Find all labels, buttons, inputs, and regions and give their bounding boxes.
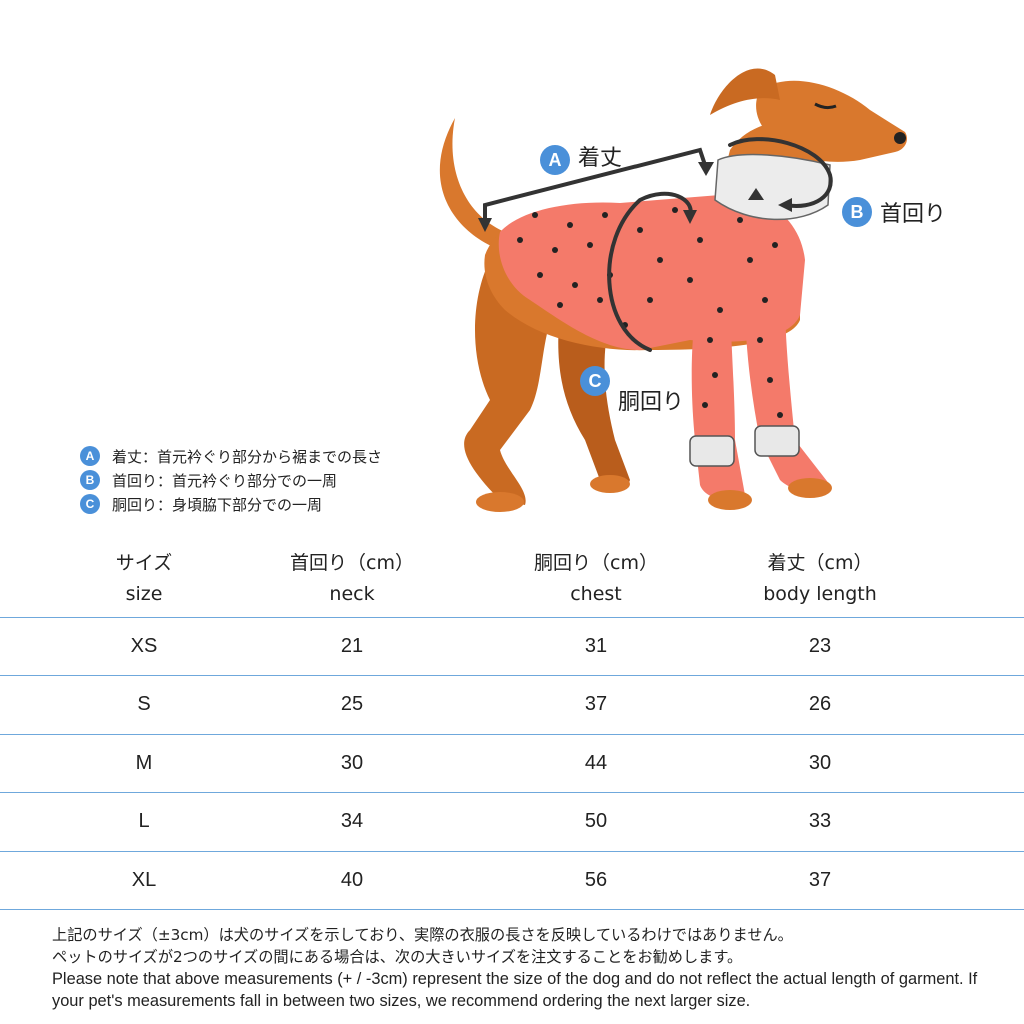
cell-length: 26 <box>808 693 832 716</box>
cell-length: 33 <box>808 810 832 833</box>
legend: A 着丈：首元衿ぐり部分から裾までの長さ B 首回り：首元衿ぐり部分での一周 C… <box>80 444 382 516</box>
neck-arrow <box>728 137 833 208</box>
dog-cuff <box>689 435 735 467</box>
note-jp-1: 上記のサイズ（±3cm）は犬のサイズを示しており、実際の衣服の長さを反映している… <box>52 926 793 944</box>
header-length: 着丈（cm） body length <box>763 552 877 605</box>
dog-paw-3 <box>708 490 752 510</box>
header-size: サイズ size <box>115 552 173 605</box>
cell-size: S <box>137 693 151 716</box>
callout-a-badge: A <box>540 145 570 175</box>
dog-back-leg-2 <box>558 310 630 492</box>
note-en: Please note that above measurements (+ /… <box>52 970 978 1010</box>
table-row: L 34 50 33 <box>0 792 1024 850</box>
header-chest: 胴回り（cm） chest <box>534 552 658 605</box>
cell-chest: 50 <box>584 810 608 833</box>
dog-eye <box>814 102 837 110</box>
cell-neck: 30 <box>340 751 364 774</box>
length-arrow <box>483 147 708 224</box>
table-row: M 30 44 30 <box>0 733 1024 792</box>
cell-neck: 25 <box>340 693 364 716</box>
legend-badge-b: B <box>80 470 100 490</box>
dog-cuff-2 <box>754 425 800 457</box>
cell-length: 30 <box>808 751 832 774</box>
cell-chest: 56 <box>584 868 608 891</box>
dog-nose <box>894 132 906 144</box>
cell-neck: 34 <box>340 810 364 833</box>
legend-item-a: A 着丈：首元衿ぐり部分から裾までの長さ <box>80 444 382 468</box>
cell-size: XS <box>130 635 158 657</box>
cell-length: 23 <box>808 635 832 657</box>
dog-paw-4 <box>788 478 832 498</box>
dog-ear <box>710 68 780 115</box>
callout-b-label: 首回り <box>880 202 947 227</box>
measure-arrows <box>483 137 833 352</box>
cell-size: M <box>135 751 153 774</box>
chest-arrow <box>607 191 693 352</box>
size-notes: 上記のサイズ（±3cm）は犬のサイズを示しており、実際の衣服の長さを反映している… <box>52 924 1012 1012</box>
cell-length: 37 <box>808 868 832 891</box>
callout-c-label: 胴回り <box>618 390 685 415</box>
legend-badge-c: C <box>80 494 100 514</box>
dog-paw <box>476 492 524 512</box>
cell-size: XL <box>131 868 157 891</box>
cell-chest: 37 <box>584 693 608 716</box>
header-neck: 首回り（cm） neck <box>290 552 414 605</box>
legend-text-b: 首回り：首元衿ぐり部分での一周 <box>112 471 338 490</box>
size-table-header: サイズ size 首回り（cm） neck 胴回り（cm） chest 着丈（cm） b… <box>0 548 1024 616</box>
legend-text-a: 着丈：首元衿ぐり部分から裾までの長さ <box>112 447 383 466</box>
note-jp-2: ペットのサイズが2つのサイズの間にある場合は、次の大きいサイズを注文することをお… <box>52 948 743 966</box>
size-table: XS 21 31 23 S 25 37 26 M 30 44 30 L 34 5… <box>0 617 1024 910</box>
cell-neck: 21 <box>340 635 364 657</box>
cell-chest: 44 <box>584 751 608 774</box>
table-row: S 25 37 26 <box>0 675 1024 733</box>
legend-item-c: C 胴回り：身頃脇下部分での一周 <box>80 492 382 516</box>
callout-a-label: 着丈 <box>578 146 623 171</box>
callout-b-badge: B <box>842 197 872 227</box>
legend-badge-a: A <box>80 446 100 466</box>
dog-turtleneck <box>714 153 831 221</box>
legend-item-b: B 首回り：首元衿ぐり部分での一周 <box>80 468 382 492</box>
cell-neck: 40 <box>340 868 364 891</box>
cell-chest: 31 <box>584 635 608 657</box>
callout-c-badge: C <box>580 366 610 396</box>
table-row: XS 21 31 23 <box>0 617 1024 675</box>
dog-illustration <box>439 68 907 512</box>
table-row: XL 40 56 37 <box>0 850 1024 910</box>
dog-head <box>756 80 907 162</box>
arrow-heads <box>478 162 792 232</box>
dog-tail <box>439 118 505 250</box>
dog-paw-2 <box>590 475 630 493</box>
cell-size: L <box>138 810 150 833</box>
legend-text-c: 胴回り：身頃脇下部分での一周 <box>112 495 323 514</box>
